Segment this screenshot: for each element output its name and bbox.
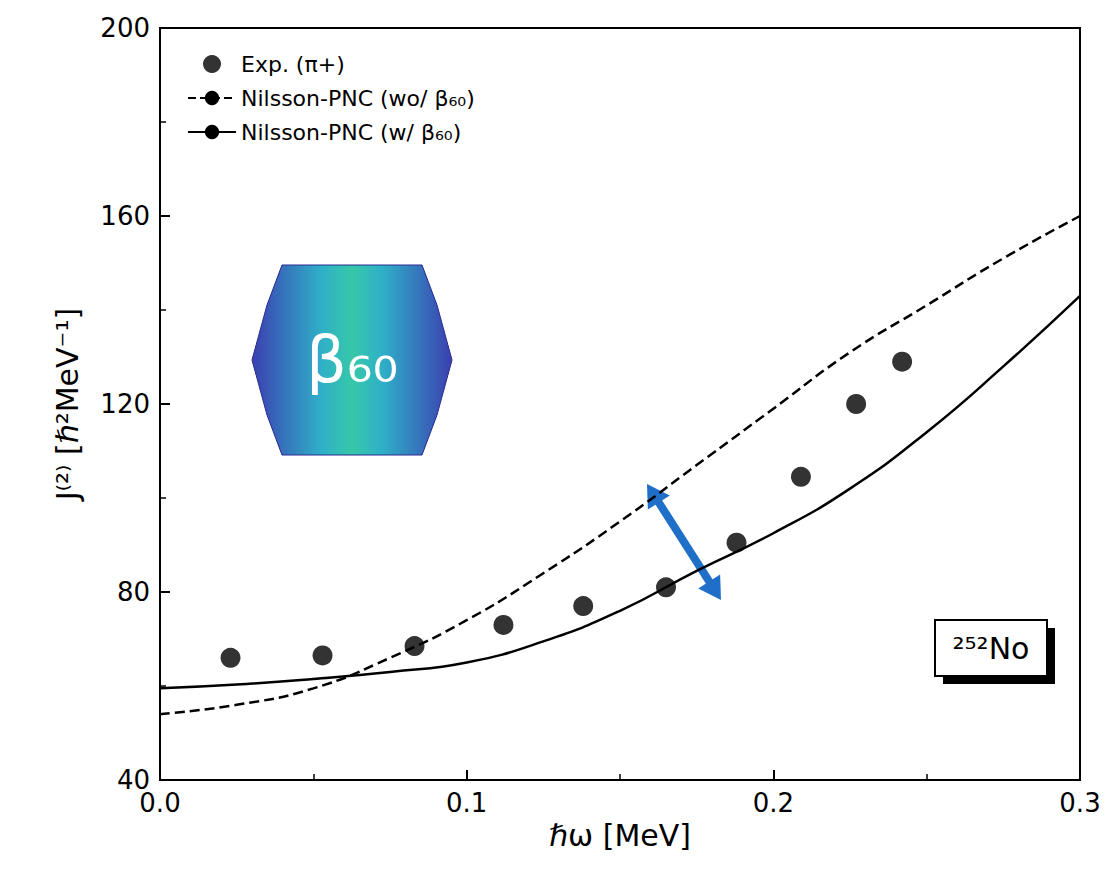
svg-text:J⁽²⁾ [ℏ²MeV⁻¹]: J⁽²⁾ [ℏ²MeV⁻¹] xyxy=(50,308,85,502)
svg-text:200: 200 xyxy=(100,13,150,43)
svg-text:Nilsson-PNC (w/ β₆₀): Nilsson-PNC (w/ β₆₀) xyxy=(241,120,461,145)
svg-text:Nilsson-PNC (wo/ β₆₀): Nilsson-PNC (wo/ β₆₀) xyxy=(241,86,475,111)
svg-text:120: 120 xyxy=(100,389,150,419)
svg-text:β₆₀: β₆₀ xyxy=(306,323,398,397)
svg-text:160: 160 xyxy=(100,201,150,231)
svg-text:0.1: 0.1 xyxy=(446,788,487,818)
svg-text:Exp. (π+): Exp. (π+) xyxy=(241,52,345,77)
svg-text:0.2: 0.2 xyxy=(753,788,794,818)
svg-text:80: 80 xyxy=(117,577,150,607)
svg-text:40: 40 xyxy=(116,765,150,795)
svg-text:0.3: 0.3 xyxy=(1059,788,1100,818)
svg-text:0.0: 0.0 xyxy=(139,788,180,818)
svg-text:²⁵²No: ²⁵²No xyxy=(953,631,1030,666)
svg-text:ℏω [MeV]: ℏω [MeV] xyxy=(549,818,691,853)
